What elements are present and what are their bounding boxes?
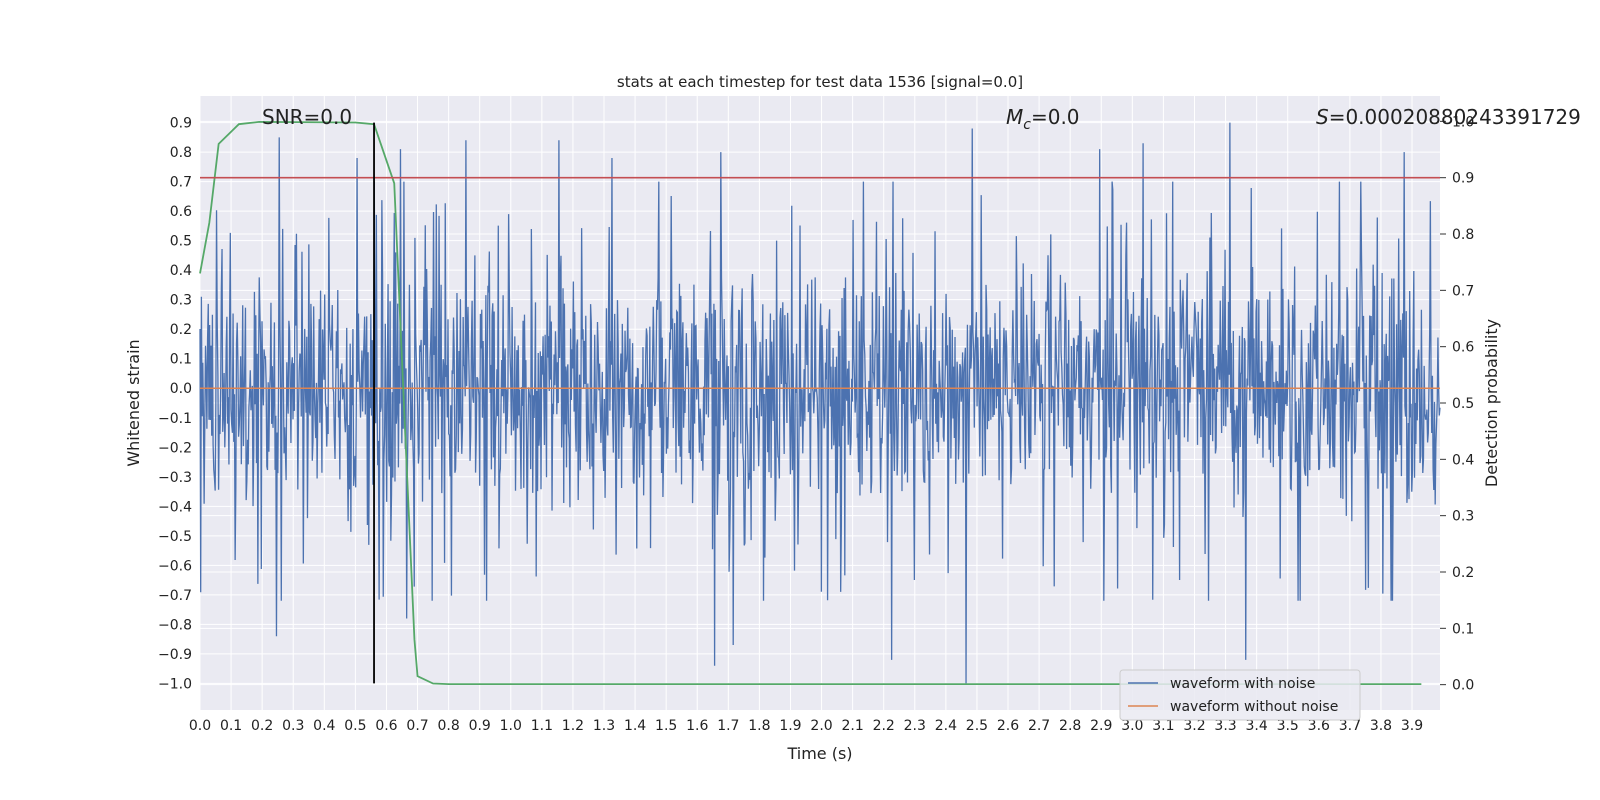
- y-tick-label: 0.4: [170, 263, 192, 279]
- x-tick-label: 0.8: [437, 718, 459, 734]
- x-tick-label: 3.7: [1339, 718, 1361, 734]
- x-tick-label: 2.7: [1028, 718, 1050, 734]
- x-tick-label: 1.1: [531, 718, 553, 734]
- y-tick-label: 0.0: [170, 381, 192, 397]
- y2-tick-label: 1.0: [1452, 114, 1474, 130]
- reference-lines: [200, 122, 1440, 684]
- x-tick-label: 0.2: [251, 718, 273, 734]
- x-tick-label: 0.3: [282, 718, 304, 734]
- x-tick-label: 2.6: [997, 718, 1019, 734]
- x-tick-label: 3.1: [1152, 718, 1174, 734]
- y2-tick-label: 0.6: [1452, 340, 1474, 356]
- x-tick-label: 1.0: [500, 718, 522, 734]
- y-tick-label: −0.3: [158, 470, 192, 486]
- y2-tick-label: 0.4: [1452, 452, 1474, 468]
- x-tick-label: 1.7: [717, 718, 739, 734]
- mc-symbol: M: [1006, 105, 1023, 129]
- x-tick-label: 2.0: [810, 718, 832, 734]
- x-tick-label: 2.3: [904, 718, 926, 734]
- y-tick-label: 0.2: [170, 322, 192, 338]
- x-tick-label: 3.6: [1308, 718, 1330, 734]
- y-tick-label: −1.0: [158, 676, 192, 692]
- x-tick-label: 2.4: [935, 718, 957, 734]
- x-tick-label: 2.8: [1059, 718, 1081, 734]
- x-tick-label: 1.3: [593, 718, 615, 734]
- y-tick-label: 0.6: [170, 204, 192, 220]
- legend-box: [1119, 669, 1361, 721]
- y-tick-label: 0.9: [170, 116, 192, 132]
- y-tick-label: −0.6: [158, 558, 192, 574]
- x-tick-label: 1.6: [686, 718, 708, 734]
- x-tick-label: 0.0: [189, 718, 211, 734]
- y2-tick-label: 0.0: [1452, 678, 1474, 694]
- s-value: =0.00020880243391729: [1329, 105, 1581, 129]
- x-tick-label: 3.4: [1246, 718, 1268, 734]
- y-tick-label: −0.9: [158, 647, 192, 663]
- y-tick-label: −0.2: [158, 440, 192, 456]
- x-tick-label: 2.5: [966, 718, 988, 734]
- y-tick-label: −0.8: [158, 617, 192, 633]
- y-tick-label: −0.7: [158, 588, 192, 604]
- x-tick-label: 3.0: [1121, 718, 1143, 734]
- x-tick-label: 2.2: [873, 718, 895, 734]
- y2-tick-label: 0.3: [1452, 509, 1474, 525]
- x-tick-label: 3.8: [1370, 718, 1392, 734]
- y-tick-label: −0.4: [158, 499, 192, 515]
- x-tick-label: 1.8: [748, 718, 770, 734]
- x-tick-label: 1.4: [624, 718, 646, 734]
- y-axis-label: Whitened strain: [124, 339, 143, 466]
- y-tick-label: 0.5: [170, 234, 192, 250]
- s-symbol: S: [1316, 105, 1329, 129]
- x-tick-label: 0.5: [344, 718, 366, 734]
- series-layer: [199, 121, 1441, 685]
- y-axis-ticks: 0.9 0.8 0.7 0.6 0.5 0.4 0.3 0.2 0.1 0.0 −0.1 −0.2 −0…: [158, 116, 192, 693]
- x-tick-label: 0.6: [375, 718, 397, 734]
- y-tick-label: 0.3: [170, 293, 192, 309]
- mc-annotation: Mc=0.0: [1006, 105, 1080, 133]
- y2-tick-label: 0.7: [1452, 283, 1474, 299]
- x-tick-label: 2.1: [841, 718, 863, 734]
- y2-tick-label: 0.1: [1452, 621, 1474, 637]
- y-tick-label: 0.8: [170, 145, 192, 161]
- x-tick-label: 3.3: [1214, 718, 1236, 734]
- y2-tick-label: 0.2: [1452, 565, 1474, 581]
- legend: waveform with noise waveform without noi…: [1119, 669, 1361, 721]
- snr-annotation: SNR=0.0: [262, 105, 352, 129]
- y2-tick-label: 0.5: [1452, 396, 1474, 412]
- series-detection-probability: [199, 121, 1422, 685]
- x-tick-label: 3.9: [1401, 718, 1423, 734]
- y-tick-label: 0.7: [170, 175, 192, 191]
- chart-title: stats at each timestep for test data 153…: [617, 73, 1023, 91]
- x-axis-label: Time (s): [786, 744, 852, 763]
- y2-tick-label: 0.9: [1452, 171, 1474, 187]
- mc-value: =0.0: [1031, 105, 1080, 129]
- series-waveform-with-noise: [199, 122, 1441, 684]
- x-tick-label: 3.5: [1277, 718, 1299, 734]
- y-tick-label: −0.5: [158, 529, 192, 545]
- y2-axis-label: Detection probability: [1482, 319, 1501, 487]
- legend-label-noise: waveform with noise: [1170, 676, 1315, 692]
- legend-label-clean: waveform without noise: [1170, 699, 1338, 715]
- x-axis-ticks: 0.0 0.1 0.2 0.3 0.4 0.5 0.6 0.7 0.8 0.9 1.0 1.1 1.2 1…: [189, 718, 1423, 734]
- x-tick-label: 0.1: [220, 718, 242, 734]
- x-tick-label: 3.2: [1183, 718, 1205, 734]
- mc-subscript: c: [1023, 117, 1031, 133]
- x-tick-label: 1.2: [562, 718, 584, 734]
- y-tick-label: −0.1: [158, 411, 192, 427]
- y2-axis-ticks: 1.0 0.9 0.8 0.7 0.6 0.5 0.4 0.3 0.2 0.1 0.0: [1440, 114, 1474, 694]
- x-tick-label: 2.9: [1090, 718, 1112, 734]
- x-tick-label: 0.9: [469, 718, 491, 734]
- y-tick-label: 0.1: [170, 352, 192, 368]
- x-tick-label: 1.5: [655, 718, 677, 734]
- x-tick-label: 1.9: [779, 718, 801, 734]
- s-annotation: S=0.00020880243391729: [1316, 105, 1581, 129]
- x-tick-label: 0.7: [406, 718, 428, 734]
- x-tick-label: 0.4: [313, 718, 335, 734]
- y2-tick-label: 0.8: [1452, 227, 1474, 243]
